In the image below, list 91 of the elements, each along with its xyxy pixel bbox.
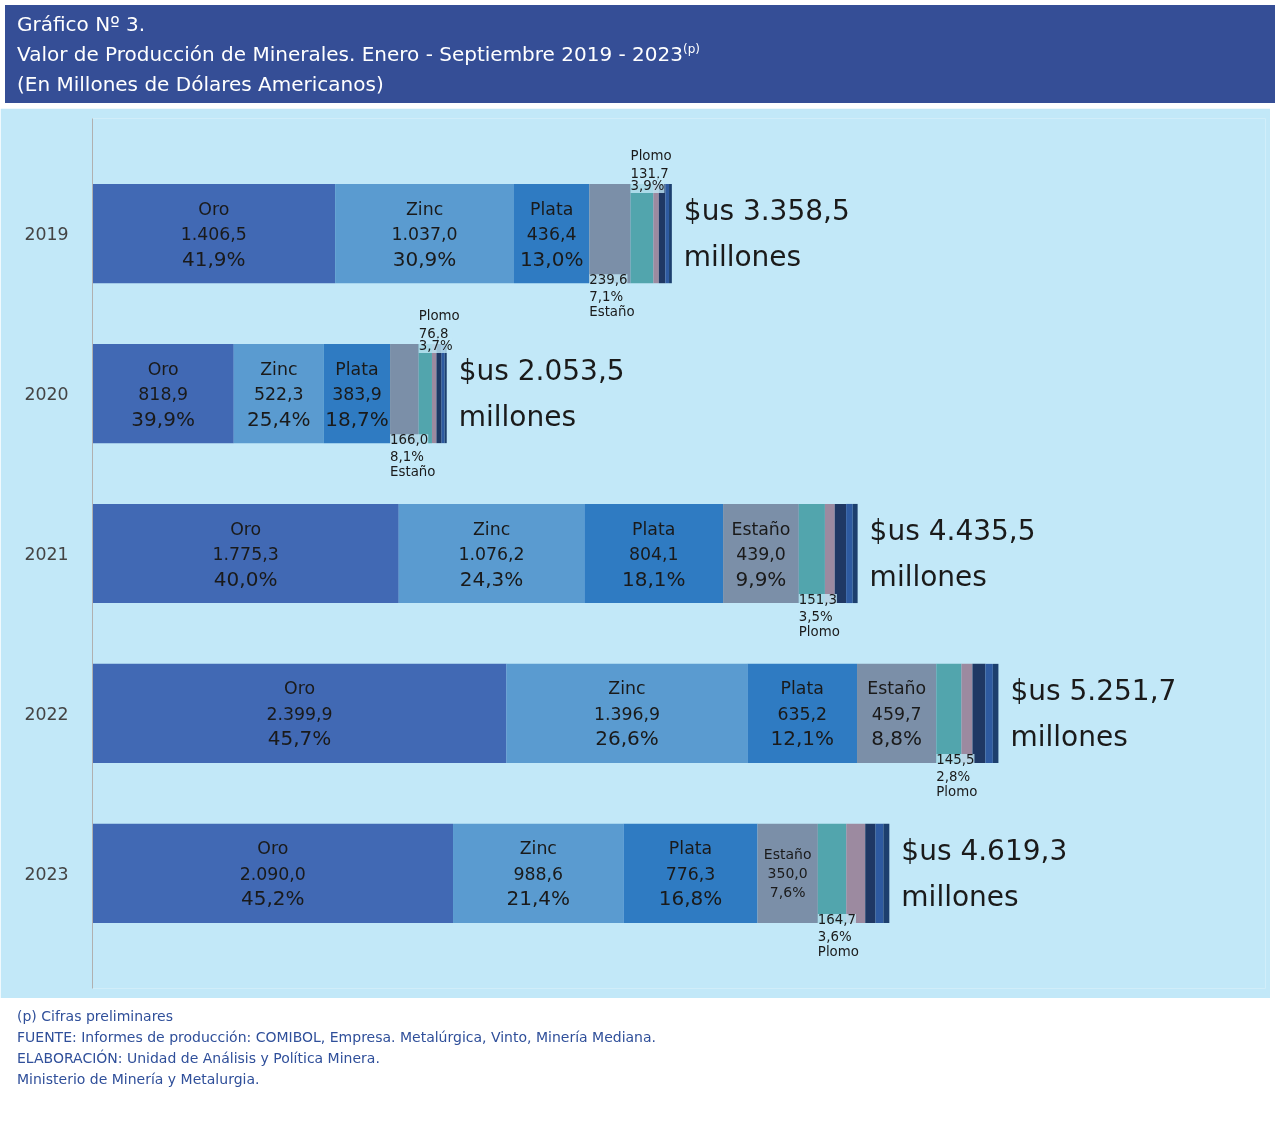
data-label: 151,3 3,5% [798, 592, 837, 625]
text: Estaño [731, 518, 791, 539]
bar [506, 663, 748, 763]
y-tick-label: 2019 [24, 224, 69, 245]
text: Plata [632, 518, 676, 539]
text: Estaño [390, 464, 436, 480]
bar [834, 503, 847, 604]
data-label: 988,6 21,4% [506, 863, 571, 911]
data-label: 804,1 18,1% [621, 544, 686, 591]
bar [92, 184, 336, 284]
data-label: 1.406,5 41,9% [180, 224, 247, 271]
data-label: 350,0 7,6% [767, 865, 808, 901]
bar [92, 503, 399, 604]
text: Plata [780, 678, 824, 699]
data-label: 166,0 8,1% [390, 432, 429, 465]
y-tick-label: 2022 [24, 703, 69, 724]
text: Oro [284, 678, 315, 699]
data-label: 131,7 3,9% [630, 166, 669, 194]
bar [335, 184, 514, 284]
text: Plomo [798, 624, 840, 640]
total-label: $us 2.053,5 millones [458, 353, 625, 434]
chart-title: Gráfico Nº 3. Valor de Producción de Minerales. Enero - Septiembre 2019 - 2023$^{(p)}$ [17, 12, 700, 66]
total-label: $us 4.435,5 millones [869, 513, 1036, 594]
data-label: 239,6 7,1% [589, 272, 628, 305]
y-tick-label: 2020 [24, 384, 69, 405]
text: Zinc [608, 678, 646, 699]
bar [92, 823, 454, 923]
text: Zinc [472, 518, 511, 539]
bar [883, 823, 890, 923]
data-label: 164,7 3,6% [817, 911, 856, 944]
total-label: $us 5.251,7 millones [1010, 673, 1177, 754]
text: Plata [668, 838, 713, 859]
text: Oro [230, 518, 262, 539]
data-label: 2.090,0 45,2% [239, 863, 306, 911]
data-label: 522,3 25,4% [247, 384, 311, 431]
bar [747, 663, 858, 763]
text: Plomo [817, 943, 859, 959]
text: Oro [257, 838, 289, 859]
text: Plomo [418, 308, 460, 323]
total-label: $us 3.358,5 millones [683, 194, 850, 274]
text: Plata [530, 198, 574, 219]
bar [92, 663, 507, 763]
text: Estaño [589, 304, 635, 320]
series-label: Zinc [260, 358, 298, 379]
bar [865, 823, 876, 923]
series-label: Estaño [763, 846, 812, 863]
data-label: 1.396,9 26,6% [593, 703, 661, 751]
data-label: 436,4 13,0% [519, 224, 584, 271]
bar [398, 503, 585, 604]
bar [623, 823, 758, 923]
bar [985, 663, 993, 763]
chart-subtitle: (En Millones de Dólares Americanos) [17, 72, 384, 96]
data-label: 1.775,3 40,0% [212, 544, 279, 591]
bar [453, 823, 624, 923]
data-label: 635,2 12,1% [770, 703, 835, 751]
data-label: 383,9 18,7% [325, 384, 389, 431]
data-label: 1.037,0 30,9% [391, 224, 458, 271]
bar [589, 184, 631, 284]
series-label: Oro [147, 358, 179, 379]
bar [972, 663, 986, 763]
data-label: 439,0 9,9% [735, 544, 787, 591]
text: ELABORACIÓN: Unidad de Análisis y Política Minera. [17, 1050, 380, 1066]
text: Plomo [936, 784, 978, 799]
series-label: Plata [335, 358, 379, 379]
bar [852, 503, 858, 604]
y-tick-label: 2021 [24, 544, 69, 564]
text: Estaño [867, 678, 927, 699]
data-label: 76,8 3,7% [418, 326, 453, 353]
data-label: 2.399,9 45,7% [266, 703, 333, 751]
text: Oro [198, 198, 230, 219]
source-note: FUENTE: Informes de producción: COMIBOL, Empresa. Metalúrgica, Vinto, Minería Mediana. [17, 1029, 657, 1045]
data-label: 1.076,2 24,3% [458, 544, 525, 591]
text: (p) Cifras preliminares [17, 1008, 173, 1024]
total-label: $us 4.619,3 millones [901, 833, 1068, 913]
text: Ministerio de Minería y Metalurgia. [17, 1071, 260, 1087]
bar [669, 184, 672, 284]
text: Zinc [519, 838, 557, 859]
bar [846, 503, 853, 604]
bar [92, 344, 234, 444]
bar [233, 344, 324, 444]
bar [584, 503, 724, 604]
data-label: 776,3 16,8% [658, 863, 723, 911]
data-label: 459,7 8,8% [871, 703, 923, 751]
bar [665, 184, 670, 284]
bar [875, 823, 884, 923]
y-tick-label: 2023 [24, 863, 69, 884]
series-label: Plomo [630, 148, 672, 164]
data-label: 145,5 2,8% [936, 752, 975, 784]
data-label: 818,9 39,9% [131, 384, 195, 431]
text: Zinc [405, 198, 444, 219]
bar [757, 823, 818, 923]
